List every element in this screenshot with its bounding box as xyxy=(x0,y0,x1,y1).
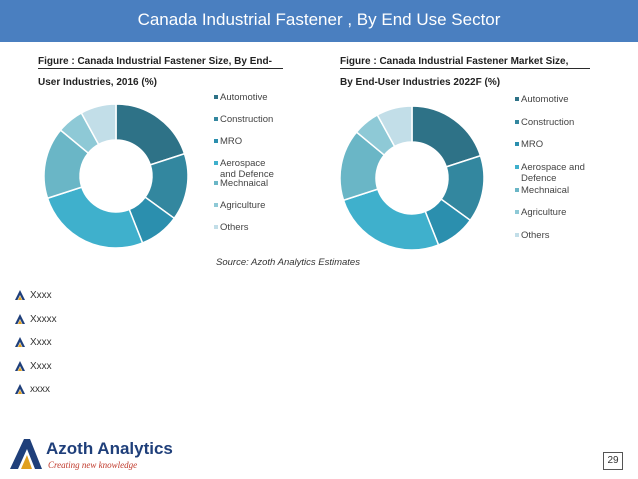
chart2-title-line2: By End-User Industries 2022F (%) xyxy=(340,77,501,88)
title-bar: Canada Industrial Fastener , By End Use … xyxy=(0,0,638,42)
legend-swatch xyxy=(515,210,519,214)
chart1-legend-item: Construction xyxy=(214,114,273,125)
legend-swatch xyxy=(214,181,218,185)
legend-label: Construction xyxy=(220,114,274,125)
chart2-legend-item: Construction xyxy=(515,117,574,128)
chart2-legend-item: Others xyxy=(515,230,550,241)
bullet-a-icon xyxy=(15,290,25,300)
legend-label: Agriculture xyxy=(220,200,266,211)
chart1-title-underline xyxy=(38,68,283,69)
legend-swatch xyxy=(515,120,519,124)
legend-swatch xyxy=(214,139,218,143)
source-note: Source: Azoth Analytics Estimates xyxy=(216,257,360,268)
chart1-legend-item: Mechnaical xyxy=(214,178,268,189)
legend-label: Automotive xyxy=(220,92,268,103)
chart2-legend-item: Agriculture xyxy=(515,207,566,218)
logo-name: Azoth Analytics xyxy=(46,439,173,458)
legend-swatch xyxy=(515,165,519,169)
chart1-legend-item: Agriculture xyxy=(214,200,265,211)
chart1-slice-automotive xyxy=(115,103,186,166)
legend-label: Aerospace xyxy=(220,158,266,169)
chart2-title: Figure : Canada Industrial Fastener Mark… xyxy=(340,53,590,91)
legend-label: Mechnaical xyxy=(220,178,269,189)
chart1-legend-item: Others xyxy=(214,222,249,233)
chart1-title: Figure : Canada Industrial Fastener Size… xyxy=(38,53,283,91)
legend-label: MRO xyxy=(521,139,544,150)
page-number: 29 xyxy=(603,452,623,470)
bullet-a-icon xyxy=(15,337,25,347)
chart1-legend-item: Automotive xyxy=(214,92,268,103)
chart2-slice-others xyxy=(376,105,413,148)
legend-swatch xyxy=(214,117,218,121)
legend-label: Mechnaical xyxy=(521,185,570,196)
bullet-item-text: Xxxx xyxy=(30,337,52,348)
chart2-legend: Automotive Construction MRO Aerospace and De… xyxy=(515,94,625,244)
legend-label: and Defence xyxy=(220,169,274,180)
chart2-legend-item: Mechnaical xyxy=(515,185,569,196)
chart1-donut xyxy=(43,103,189,249)
chart2-legend-item: MRO xyxy=(515,139,543,150)
bullet-item-text: Xxxx xyxy=(30,290,52,301)
legend-swatch xyxy=(515,142,519,146)
chart1-title-line2: User Industries, 2016 (%) xyxy=(38,77,157,88)
chart2-slice-automotive xyxy=(411,105,482,168)
chart2-legend-item: Aerospace and Defence xyxy=(515,162,585,184)
chart2-donut xyxy=(339,105,485,251)
legend-label: Defence xyxy=(521,173,557,184)
legend-label: Others xyxy=(521,230,550,241)
chart1-legend-item: MRO xyxy=(214,136,242,147)
chart2-title-line1: Figure : Canada Industrial Fastener Mark… xyxy=(340,56,569,67)
azoth-logo: Azoth Analytics Creating new knowledge xyxy=(8,436,178,472)
bullet-item-text: Xxxx xyxy=(30,361,52,372)
legend-label: Aerospace and xyxy=(521,162,585,173)
chart1-title-line1: Figure : Canada Industrial Fastener Size… xyxy=(38,56,272,67)
legend-swatch xyxy=(214,225,218,229)
bullet-item-text: xxxx xyxy=(30,384,50,395)
bullet-a-icon xyxy=(15,361,25,371)
logo-tagline: Creating new knowledge xyxy=(48,460,138,470)
legend-swatch xyxy=(214,161,218,165)
legend-swatch xyxy=(214,95,218,99)
page-title: Canada Industrial Fastener , By End Use … xyxy=(137,10,501,29)
legend-label: Others xyxy=(220,222,249,233)
chart1-legend: Automotive Construction MRO Aerospace and De… xyxy=(214,92,314,242)
legend-label: Construction xyxy=(521,117,575,128)
chart1-slice-others xyxy=(80,103,117,146)
bullet-a-icon xyxy=(15,314,25,324)
chart1-slice-aerospace-and-defence xyxy=(46,186,144,249)
legend-label: Automotive xyxy=(521,94,569,105)
legend-swatch xyxy=(214,203,218,207)
legend-swatch xyxy=(515,97,519,101)
legend-label: Agriculture xyxy=(521,207,567,218)
legend-swatch xyxy=(515,188,519,192)
legend-swatch xyxy=(515,233,519,237)
legend-label: MRO xyxy=(220,136,243,147)
chart2-slice-aerospace-and-defence xyxy=(342,188,440,251)
chart2-title-underline xyxy=(340,68,590,69)
bullet-a-icon xyxy=(15,384,25,394)
azoth-logo-icon xyxy=(10,439,42,469)
chart1-legend-item: Aerospace and Defence xyxy=(214,158,274,180)
chart2-legend-item: Automotive xyxy=(515,94,569,105)
bullet-item-text: Xxxxx xyxy=(30,314,57,325)
